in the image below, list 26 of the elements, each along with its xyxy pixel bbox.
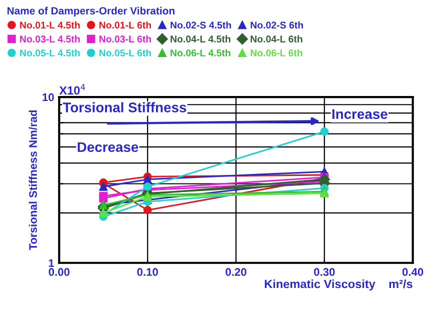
legend-label: No.04-L 6th [250, 35, 302, 42]
legend-label: No.03-L 4.5th [20, 35, 80, 42]
legend-title: Name of Dampers-Order Vibration [8, 6, 174, 17]
annotation: Increase [332, 109, 388, 119]
x-tick-label: 0.00 [48, 268, 70, 276]
x-tick-label: 0.40 [402, 268, 424, 276]
annotation: Torsional Stiffness [62, 102, 186, 112]
legend-label: No.01-L 6th [99, 21, 151, 29]
legend-label: No.05-L 6th [99, 49, 151, 56]
y-tick-label: 10 [42, 93, 54, 102]
legend-label: No.04-L 4.5th [170, 35, 230, 42]
legend-label: No.03-L 6th [99, 35, 151, 42]
annotation: Decrease [78, 142, 138, 152]
x-axis-title: Kinematic Viscosity m²/s [264, 279, 412, 290]
legend-label: No.01-L 4.5th [20, 21, 80, 29]
y-tick-label: 1 [48, 259, 54, 267]
legend-label: No.06-L 4.5th [170, 49, 230, 56]
text: X10$^{4}$ [59, 84, 86, 95]
x-tick-label: 0.10 [137, 268, 158, 276]
legend-label: No.06-L 6th [250, 49, 302, 56]
x-tick-label: 0.30 [314, 268, 335, 276]
y-axis-title: Torsional Stiffness Nm/rad [28, 110, 38, 250]
legend-label: No.02-S 4.5th [170, 21, 232, 29]
legend-label: No.02-S 6th [250, 21, 303, 29]
legend-label: No.05-L 4.5th [20, 49, 80, 56]
x-tick-label: 0.20 [226, 268, 246, 276]
